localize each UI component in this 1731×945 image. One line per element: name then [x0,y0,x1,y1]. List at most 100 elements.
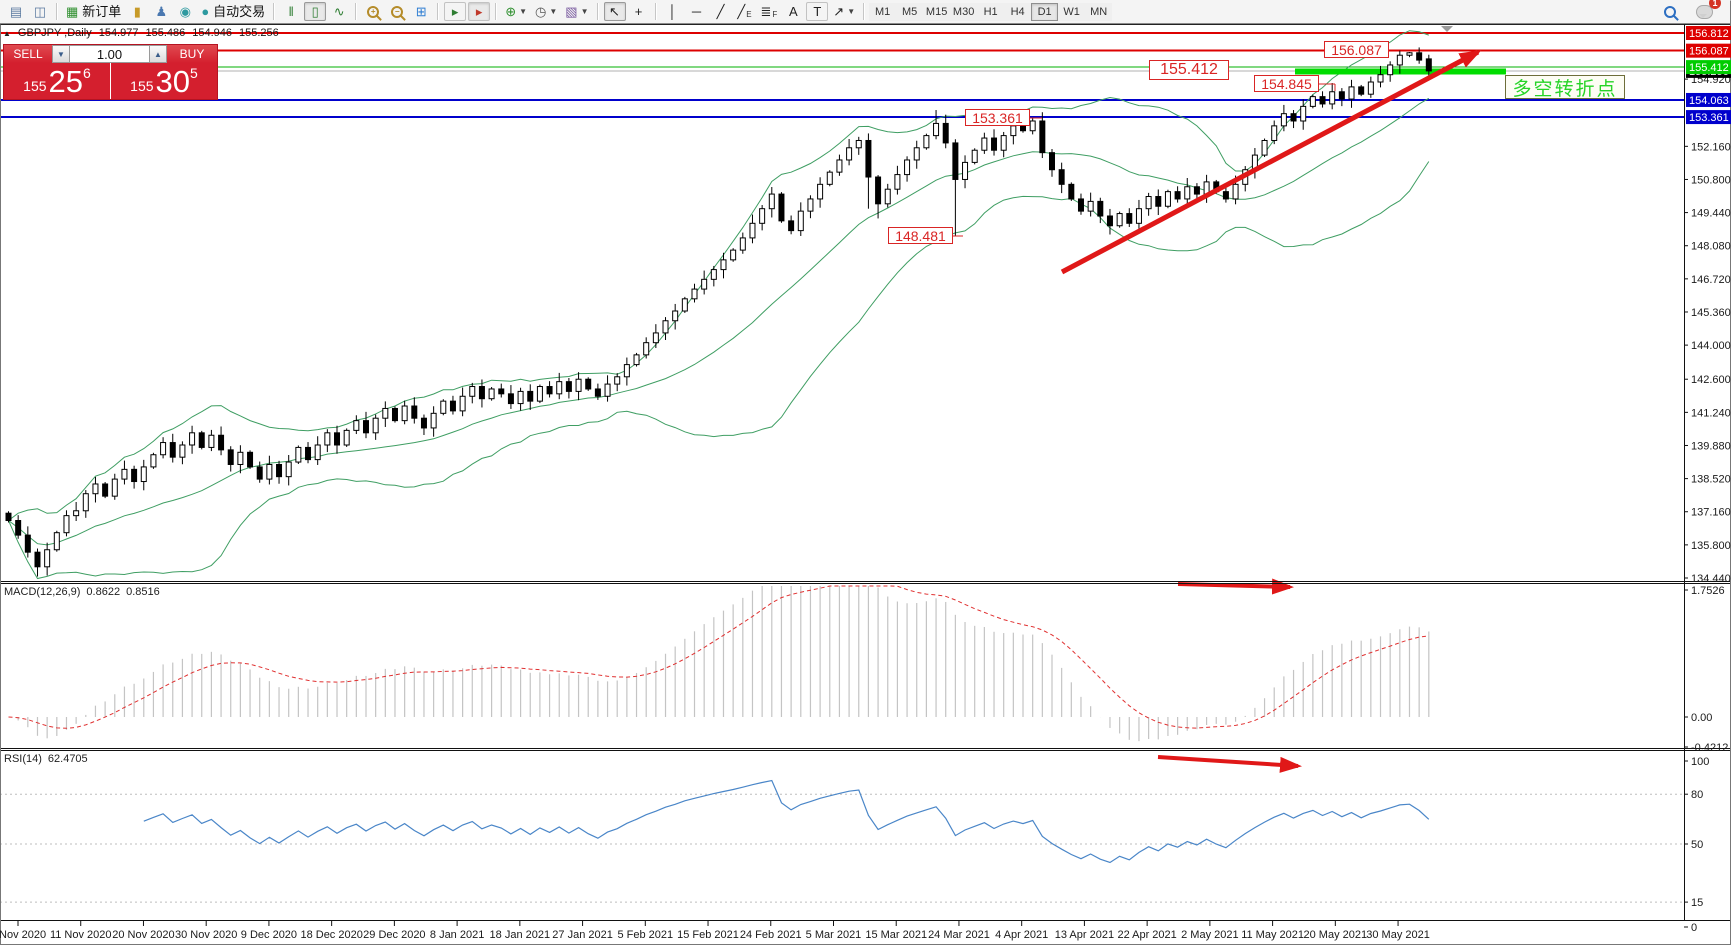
candles-layer [5,47,1432,577]
svg-text:-0.4212: -0.4212 [1691,742,1728,754]
svg-text:149.440: 149.440 [1691,208,1731,220]
timeframe-m1-button[interactable]: M1 [869,2,897,21]
timeframe-mn-button[interactable]: MN [1085,2,1113,21]
new-order-button[interactable]: ▦ 新订单 [63,2,124,21]
periods-button[interactable]: ◷ ▼ [532,2,560,21]
buy-button[interactable]: BUY [167,45,217,63]
volume-input[interactable] [70,45,149,63]
svg-text:134.440: 134.440 [1691,573,1731,585]
price-annotation-label[interactable]: 148.481 [888,227,953,244]
chat-bubble-icon [1696,4,1713,19]
macd-axis[interactable]: 1.7526 0.00 -0.4212 [1684,585,1728,754]
timeframe-m5-button[interactable]: M5 [896,2,924,21]
svg-text:153.361: 153.361 [1689,112,1729,124]
chart-shift-marker[interactable] [1441,26,1453,32]
svg-text:24 Mar 2021: 24 Mar 2021 [928,929,990,941]
svg-text:9 Dec 2020: 9 Dec 2020 [241,929,297,941]
templates-button[interactable]: ▧ ▼ [562,2,591,21]
price-annotation-label[interactable]: 156.087 [1324,41,1389,58]
fibonacci-icon[interactable]: ≣ F [758,2,781,21]
svg-text:13 Apr 2021: 13 Apr 2021 [1055,929,1114,941]
zoom-out-icon[interactable]: − [386,2,408,21]
svg-text:144.000: 144.000 [1691,340,1731,352]
price-annotation-label[interactable]: 154.845 [1254,75,1319,92]
trendline-icon[interactable]: ╱ [710,2,732,21]
price-annotation-label[interactable]: 155.412 [1149,60,1229,80]
price-badge: 155.412 [1686,60,1731,75]
volume-up-button[interactable]: ▲ [149,45,167,63]
symbol-period-label: GBPJPY ,Daily [17,27,92,39]
line-chart-icon[interactable]: ∿ [328,2,350,21]
price-badge: 154.063 [1686,92,1731,107]
text-icon[interactable]: A [782,2,804,21]
price-badge: 153.361 [1686,110,1731,125]
ohlc-high: 155.486 [145,27,186,39]
price-annotation-label[interactable]: 153.361 [965,109,1030,126]
svg-text:150.800: 150.800 [1691,174,1731,186]
search-button[interactable] [1659,2,1681,21]
sell-button[interactable]: SELL [4,45,52,63]
volume-down-button[interactable]: ▼ [52,45,70,63]
svg-text:5 Mar 2021: 5 Mar 2021 [806,929,862,941]
trend-arrow-object[interactable] [1157,755,1302,773]
svg-text:141.240: 141.240 [1691,407,1731,419]
svg-text:142.600: 142.600 [1691,374,1731,386]
svg-text:27 Jan 2021: 27 Jan 2021 [552,929,613,941]
candlestick-icon[interactable]: ▯ [304,2,327,21]
ohlc-close: 155.256 [239,27,279,39]
trend-arrow-object[interactable] [1060,49,1482,275]
buy-price[interactable]: 155 30 5 [130,64,198,99]
indicators-button[interactable]: ⊕ ▼ [502,2,530,21]
data-window-icon[interactable]: ◫ [29,2,51,21]
svg-text:152.160: 152.160 [1691,141,1731,153]
market-watch-icon[interactable]: ▮ [126,2,148,21]
tile-windows-icon[interactable]: ⊞ [410,2,432,21]
toolbar: ▤ ◫ ▦ 新订单 ▮ ♟ ◉ ● 自动交易 ‖ ▯ ∿ + − ⊞ ▸ ▸ ⊕ ▼ ◷ ▼ ▧ ▼ ↖ + │ ─ ╱ ╱ E ≣ F A T ↗… [0,0,1731,23]
chart-shift-icon[interactable]: ▸ [468,2,491,21]
crosshair-icon[interactable]: + [628,2,650,21]
svg-text:0: 0 [1691,922,1697,934]
rsi-line [143,779,1430,864]
arrows-button[interactable]: ↗ ▼ [830,2,858,21]
trend-arrow-object[interactable] [1177,578,1294,595]
signals-icon[interactable]: ◉ [174,2,196,21]
price-axis[interactable]: 154.920152.160150.800149.440148.080146.7… [1684,26,1731,585]
chart-info-line: ▲ GBPJPY ,Daily 154.977 155.486 154.946 … [3,27,279,39]
chevron-down-icon: ▼ [519,6,528,16]
text-label-icon[interactable]: T [806,2,829,21]
auto-scroll-icon[interactable]: ▸ [444,2,467,21]
timeframe-d1-button[interactable]: D1 [1031,2,1059,21]
level-lines [0,32,1684,119]
horizontal-line-icon[interactable]: ─ [686,2,708,21]
macd-histogram [17,586,1430,742]
svg-text:50: 50 [1691,839,1703,851]
new-chart-icon[interactable]: ▤ [5,2,27,21]
svg-text:0.00: 0.00 [1691,712,1712,724]
timeframe-w1-button[interactable]: W1 [1058,2,1086,21]
svg-text:18 Jan 2021: 18 Jan 2021 [490,929,551,941]
collapse-triangle-icon[interactable]: ▲ [3,28,11,38]
svg-text:22 Apr 2021: 22 Apr 2021 [1117,929,1176,941]
svg-text:18 Dec 2020: 18 Dec 2020 [300,929,362,941]
zoom-in-icon: + [367,5,380,18]
annotation-text-note[interactable]: 多空转折点 [1505,75,1625,100]
zoom-in-icon[interactable]: + [362,2,384,21]
timeframe-m30-button[interactable]: M30 [950,2,978,21]
bar-chart-icon[interactable]: ‖ [280,2,302,21]
auto-trading-button[interactable]: ● 自动交易 [198,2,268,21]
timeframe-h4-button[interactable]: H4 [1004,2,1032,21]
vertical-line-icon[interactable]: │ [662,2,684,21]
navigator-icon[interactable]: ♟ [150,2,172,21]
notifications-button[interactable]: 1 [1693,0,1721,21]
rsi-axis[interactable]: 100 80 50 15 0 [1684,756,1709,934]
cursor-icon[interactable]: ↖ [603,2,626,21]
timeframe-m15-button[interactable]: M15 [923,2,951,21]
sell-price[interactable]: 155 25 6 [4,63,111,99]
equidistant-channel-icon[interactable]: ╱ E [734,2,756,21]
svg-text:148.080: 148.080 [1691,241,1731,253]
timeframe-h1-button[interactable]: H1 [977,2,1005,21]
